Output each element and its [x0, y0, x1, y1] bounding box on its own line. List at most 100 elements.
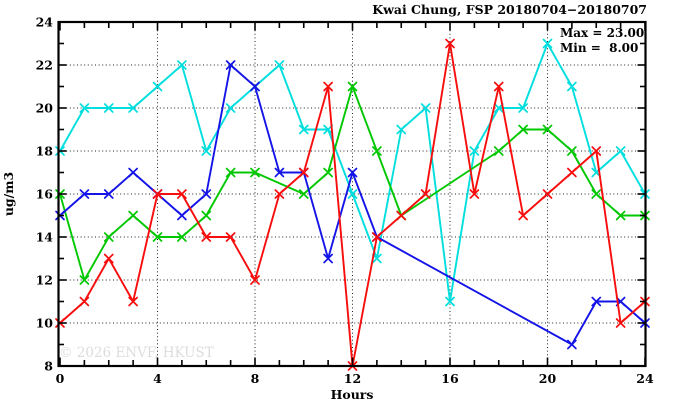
chart-title: Kwai Chung, FSP 20180704−20180707 — [372, 2, 647, 17]
red-series-marker — [225, 232, 236, 242]
green-series-marker — [493, 146, 504, 156]
red-series-marker — [615, 318, 626, 328]
data-series-layer — [55, 38, 650, 371]
cyan-series-marker — [420, 103, 431, 113]
y-tick-label: 16 — [36, 186, 54, 201]
blue-series-marker — [274, 167, 285, 178]
red-series-marker — [567, 167, 577, 178]
green-series-marker — [298, 189, 309, 199]
min-annotation: Min = 8.00 — [560, 41, 638, 55]
cyan-series-marker — [298, 124, 309, 135]
x-tick-label: 24 — [636, 371, 654, 386]
x-axis-label: Hours — [331, 387, 374, 402]
cyan-series-marker — [469, 146, 480, 156]
cyan-series-marker — [274, 60, 285, 70]
red-series-marker — [177, 189, 187, 199]
red-series-marker — [518, 210, 528, 221]
max-annotation: Max = 23.00 — [560, 26, 644, 40]
green-series-marker — [79, 275, 90, 285]
green-series-marker — [250, 167, 260, 178]
red-series-marker — [372, 232, 382, 242]
cyan-series-marker — [103, 103, 114, 113]
cyan-series-marker — [615, 146, 626, 156]
red-series-marker — [420, 189, 431, 199]
x-tick-label: 8 — [251, 371, 260, 386]
blue-series-marker — [591, 296, 602, 307]
cyan-series-marker — [177, 60, 187, 70]
y-tick-label: 14 — [36, 229, 54, 244]
blue-series-marker — [225, 60, 236, 70]
y-tick-label: 22 — [36, 57, 53, 72]
red-series-marker — [298, 167, 309, 178]
red-series-marker — [152, 189, 163, 199]
red-series-marker — [103, 253, 114, 264]
cyan-series-marker — [152, 81, 163, 92]
green-series-marker — [201, 210, 212, 221]
green-series-marker — [518, 124, 528, 135]
blue-series-line — [59, 64, 646, 346]
red-series-marker — [79, 296, 90, 307]
green-series-marker — [347, 81, 358, 92]
red-series-marker — [128, 296, 138, 307]
red-series-marker — [591, 146, 602, 156]
blue-series-marker — [201, 189, 212, 199]
cyan-series-marker — [396, 124, 407, 135]
cyan-series-marker — [79, 103, 90, 113]
cyan-series-marker — [128, 103, 138, 113]
blue-series-marker — [103, 189, 114, 199]
axis-ticks — [58, 21, 646, 367]
green-series-marker — [177, 232, 187, 242]
cyan-series-marker — [372, 253, 382, 264]
y-tick-label: 8 — [44, 358, 53, 373]
green-series-marker — [542, 124, 553, 135]
blue-series-marker — [177, 210, 187, 221]
green-series-marker — [152, 232, 163, 242]
y-tick-label: 10 — [36, 315, 54, 330]
blue-series-marker — [347, 167, 358, 178]
y-axis-label: ug/m3 — [1, 172, 16, 216]
x-tick-label: 0 — [56, 371, 65, 386]
axis-tick-labels: 0 4 8 12 16 20 24 8 10 12 14 16 18 20 22 24 — [36, 14, 654, 386]
green-series-marker — [103, 232, 114, 242]
x-tick-label: 20 — [539, 371, 557, 386]
cyan-series-marker — [567, 81, 577, 92]
red-series-marker — [274, 189, 285, 199]
green-series-marker — [128, 210, 138, 221]
cyan-series-marker — [518, 103, 528, 113]
red-series-marker — [323, 81, 333, 92]
green-series-line — [59, 85, 646, 281]
red-series-marker — [201, 232, 212, 242]
cyan-series-marker — [201, 146, 212, 156]
red-series-marker — [445, 38, 455, 49]
green-series-marker — [225, 167, 236, 178]
y-tick-label: 24 — [36, 14, 54, 29]
red-series-marker — [493, 81, 504, 92]
cyan-series-marker — [225, 103, 236, 113]
watermark: © 2026 ENVF, HKUST — [59, 345, 214, 361]
y-tick-label: 18 — [36, 143, 54, 158]
blue-series-marker — [128, 167, 138, 178]
green-series-marker — [372, 146, 382, 156]
green-series-marker — [323, 167, 333, 178]
blue-series-marker — [250, 81, 260, 92]
cyan-series-marker — [542, 38, 553, 49]
blue-series-marker — [567, 339, 577, 350]
x-tick-label: 16 — [441, 371, 459, 386]
red-series-marker — [542, 189, 553, 199]
y-tick-label: 12 — [36, 272, 53, 287]
red-series-marker — [396, 210, 407, 221]
red-series-marker — [250, 275, 260, 285]
green-series-marker — [591, 189, 602, 199]
cyan-series-marker — [347, 189, 358, 199]
green-series-marker — [615, 210, 626, 221]
blue-series-marker — [323, 253, 333, 264]
blue-series-marker — [79, 189, 90, 199]
x-tick-label: 4 — [153, 371, 162, 386]
red-series-marker — [469, 189, 480, 199]
cyan-series-marker — [445, 296, 455, 307]
x-tick-label: 12 — [344, 371, 361, 386]
green-series-marker — [567, 146, 577, 156]
y-tick-label: 20 — [36, 100, 54, 115]
